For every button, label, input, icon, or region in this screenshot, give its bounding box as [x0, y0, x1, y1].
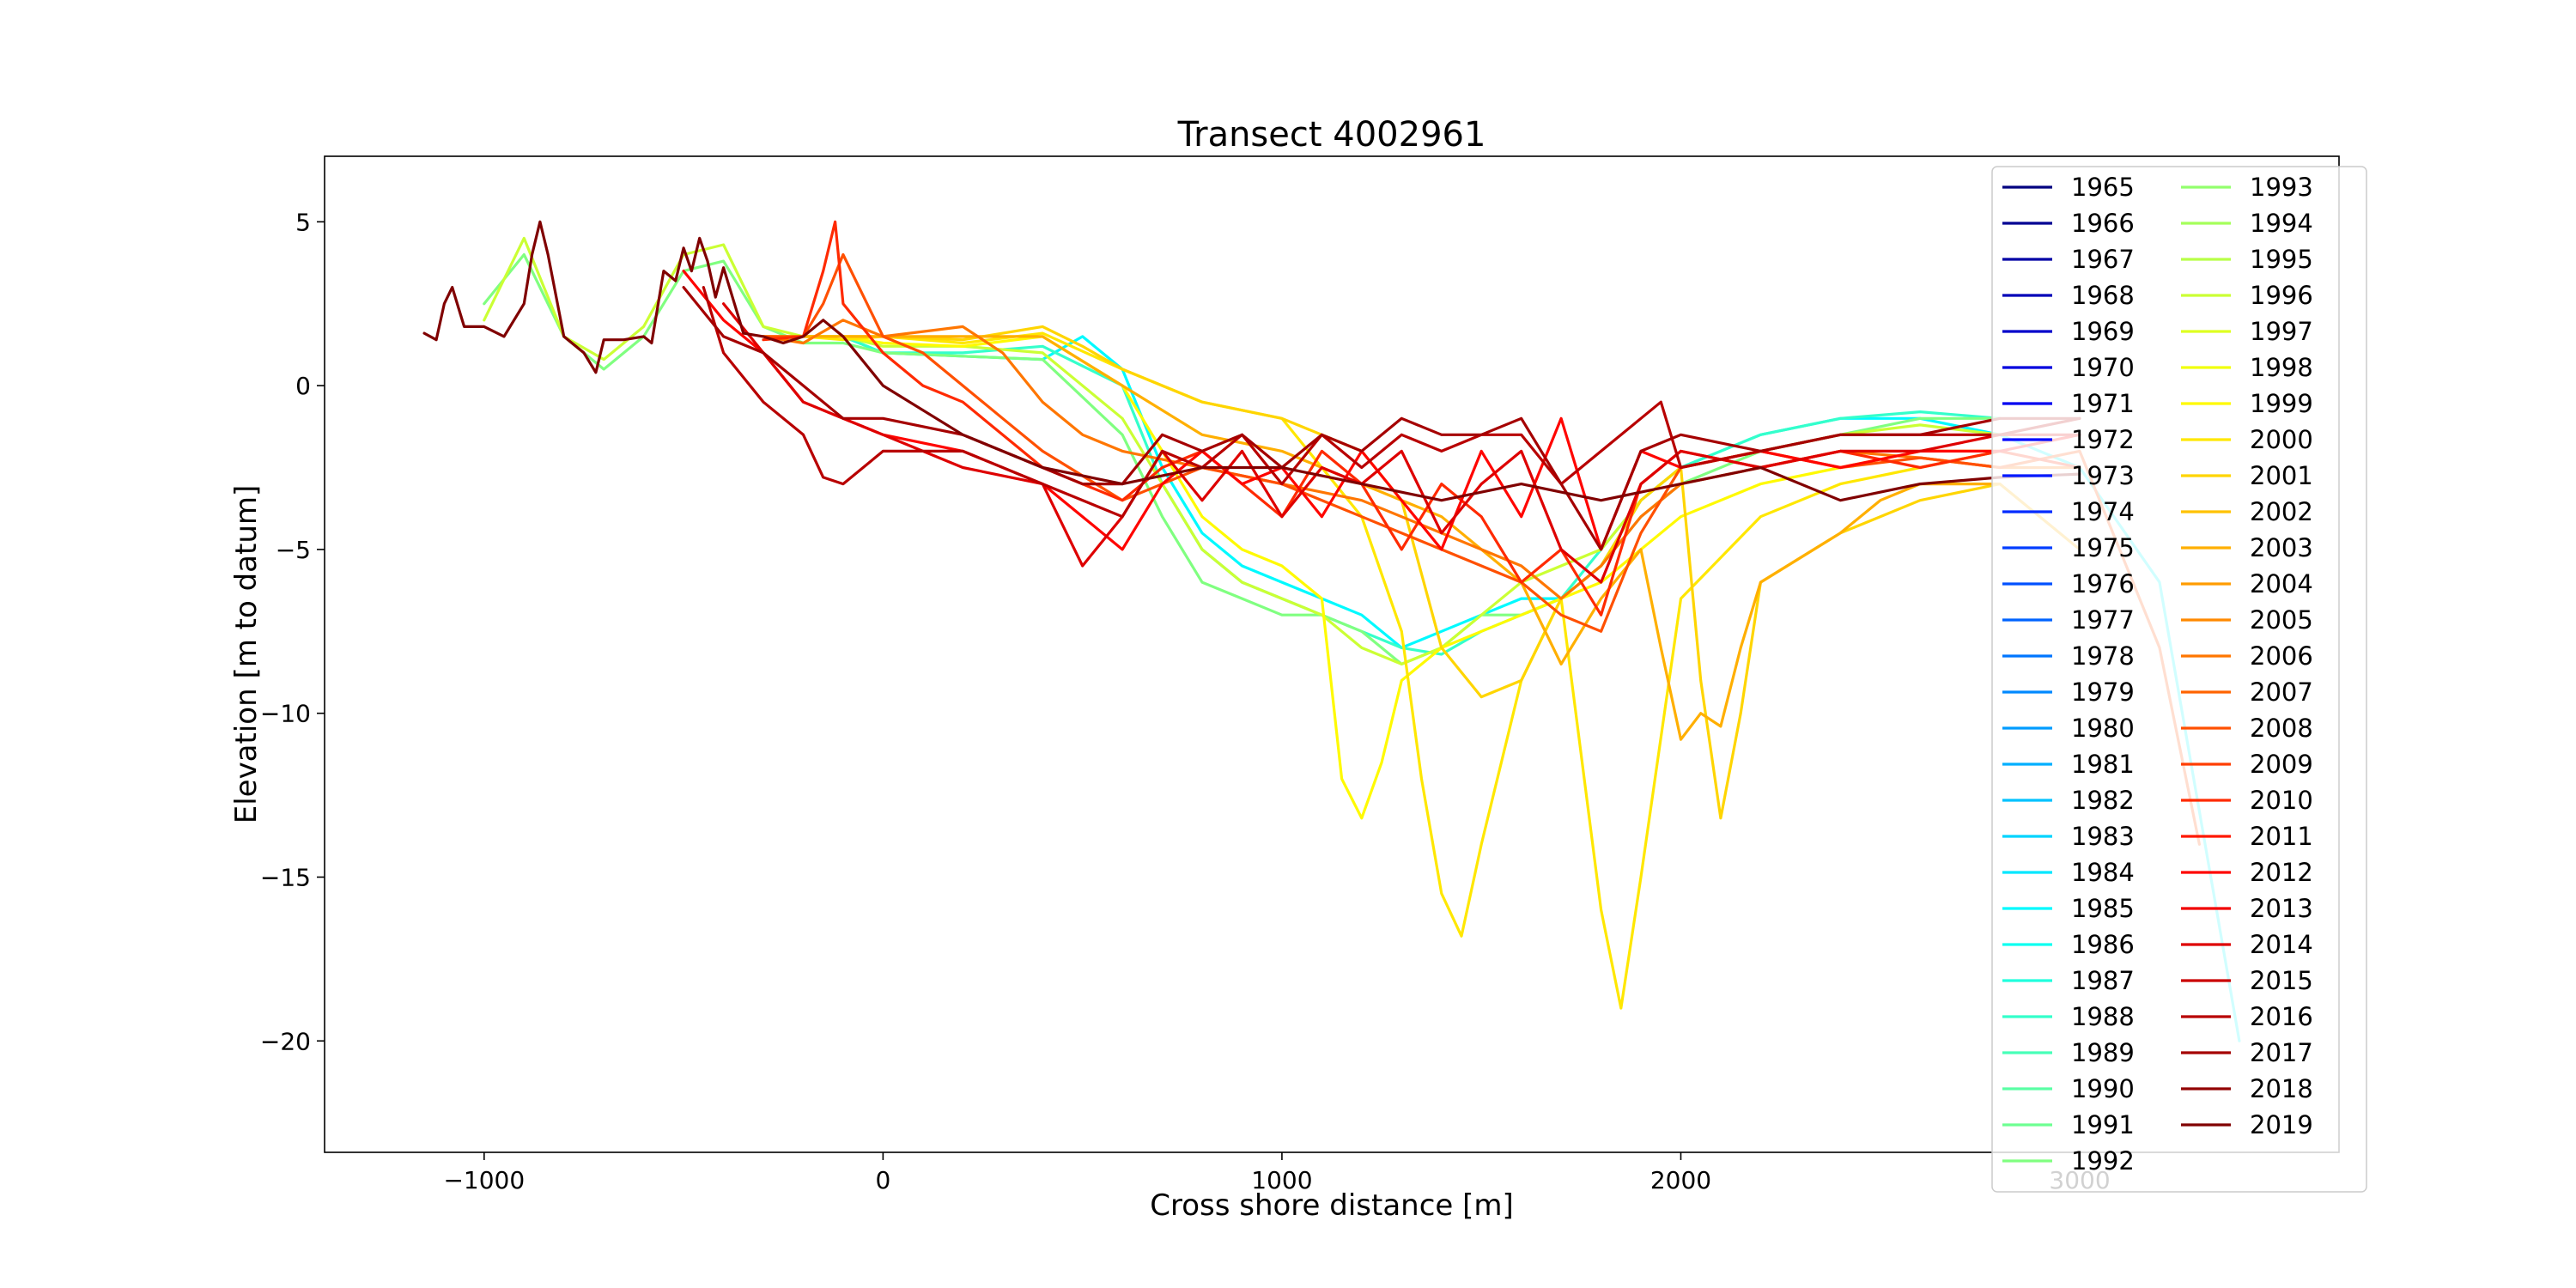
x-axis-label: Cross shore distance [m]	[1150, 1188, 1514, 1223]
legend-label-1996: 1996	[2250, 281, 2313, 310]
series-line-2016	[702, 286, 2081, 519]
legend-label-2013: 2013	[2250, 894, 2313, 923]
legend-label-1969: 1969	[2071, 317, 2135, 346]
x-tick-label: 2000	[1650, 1166, 1711, 1194]
legend-label-2011: 2011	[2250, 822, 2313, 851]
legend-label-1979: 1979	[2071, 677, 2135, 707]
legend-label-1972: 1972	[2071, 425, 2135, 454]
legend-label-2010: 2010	[2250, 786, 2313, 815]
legend-label-2017: 2017	[2250, 1038, 2313, 1067]
legend-label-1993: 1993	[2250, 173, 2313, 202]
legend-label-1988: 1988	[2071, 1002, 2135, 1031]
y-axis-label: Elevation [m to datum]	[229, 485, 264, 824]
legend-label-1981: 1981	[2071, 750, 2135, 779]
legend-label-1985: 1985	[2071, 894, 2135, 923]
y-tick-label: 5	[295, 208, 311, 236]
legend-label-2012: 2012	[2250, 858, 2313, 887]
series-line-1985	[841, 335, 2241, 1042]
series-line-2001	[841, 325, 2002, 820]
legend-label-2005: 2005	[2250, 605, 2313, 635]
y-tick-label: −5	[276, 536, 311, 564]
legend-label-1974: 1974	[2071, 497, 2135, 526]
legend-label-1965: 1965	[2071, 173, 2135, 202]
legend-label-1994: 1994	[2250, 209, 2313, 238]
legend-label-1967: 1967	[2071, 245, 2135, 274]
legend-label-2015: 2015	[2250, 966, 2313, 995]
y-tick-label: 0	[295, 372, 311, 400]
legend-label-1992: 1992	[2071, 1146, 2135, 1176]
legend-label-1991: 1991	[2071, 1110, 2135, 1139]
legend-label-2008: 2008	[2250, 714, 2313, 743]
legend-label-1980: 1980	[2071, 714, 2135, 743]
x-tick-label: 0	[875, 1166, 890, 1194]
chart-title: Transect 4002961	[1177, 115, 1486, 155]
legend-label-1990: 1990	[2071, 1074, 2135, 1103]
x-tick-label: −1000	[443, 1166, 525, 1194]
legend-label-1983: 1983	[2071, 822, 2135, 851]
legend-label-2006: 2006	[2250, 641, 2313, 671]
series-line-2000	[801, 331, 2002, 1010]
legend-label-2007: 2007	[2250, 677, 2313, 707]
legend-label-1975: 1975	[2071, 533, 2135, 562]
legend-label-2000: 2000	[2250, 425, 2313, 454]
x-tick-label: 1000	[1251, 1166, 1312, 1194]
legend-label-1971: 1971	[2071, 389, 2135, 418]
legend-label-1973: 1973	[2071, 461, 2135, 490]
legend: 1965 1966 1967 1968 1969 1970 1971 1972 1973 1974…	[1991, 166, 2367, 1193]
legend-label-1976: 1976	[2071, 569, 2135, 598]
legend-label-1999: 1999	[2250, 389, 2313, 418]
series-line-2008	[762, 252, 2201, 846]
legend-label-2019: 2019	[2250, 1110, 2313, 1139]
legend-label-1978: 1978	[2071, 641, 2135, 671]
legend-box	[1991, 166, 2367, 1193]
legend-label-2002: 2002	[2250, 497, 2313, 526]
legend-label-1998: 1998	[2250, 353, 2313, 382]
legend-label-2016: 2016	[2250, 1002, 2313, 1031]
legend-label-2018: 2018	[2250, 1074, 2313, 1103]
legend-label-1984: 1984	[2071, 858, 2135, 887]
legend-label-1977: 1977	[2071, 605, 2135, 635]
y-tick-label: −15	[260, 863, 311, 891]
legend-label-1989: 1989	[2071, 1038, 2135, 1067]
legend-label-1995: 1995	[2250, 245, 2313, 274]
series-line-2019	[422, 220, 2081, 502]
legend-label-1987: 1987	[2071, 966, 2135, 995]
y-tick-label: −20	[260, 1027, 311, 1055]
legend-label-2009: 2009	[2250, 750, 2313, 779]
legend-label-1966: 1966	[2071, 209, 2135, 238]
legend-label-1997: 1997	[2250, 317, 2313, 346]
y-tick-label: −10	[260, 700, 311, 728]
legend-label-1986: 1986	[2071, 930, 2135, 959]
legend-label-2003: 2003	[2250, 533, 2313, 562]
legend-label-2001: 2001	[2250, 461, 2313, 490]
series-line-2017	[682, 286, 2081, 551]
series-line-1988	[801, 335, 2002, 656]
series-line-2003	[801, 335, 2081, 741]
legend-label-2014: 2014	[2250, 930, 2313, 959]
legend-label-1970: 1970	[2071, 353, 2135, 382]
legend-label-1968: 1968	[2071, 281, 2135, 310]
legend-label-2004: 2004	[2250, 569, 2313, 598]
series-layer	[422, 220, 2241, 1042]
legend-label-1982: 1982	[2071, 786, 2135, 815]
